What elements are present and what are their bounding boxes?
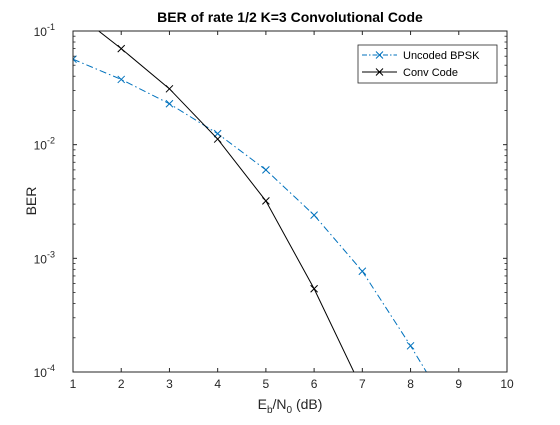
legend-label-conv-code: Conv Code: [403, 67, 458, 79]
legend: Uncoded BPSK Conv Code: [357, 44, 498, 84]
marker-stroke: [70, 7, 77, 14]
y-tick-label--3: 10-3: [34, 249, 55, 266]
marker-stroke: [262, 197, 270, 205]
x-axis-label-sub-b: b: [267, 405, 273, 416]
x-tick-label-2: 2: [118, 377, 125, 391]
y-tick-exponent: -3: [47, 249, 55, 259]
marker-stroke: [73, 58, 77, 64]
y-tick-label--2: 10-2: [34, 136, 55, 153]
x-axis-label-main: E: [258, 396, 267, 412]
data-point-conv-code-3: [165, 84, 174, 93]
marker-stroke: [213, 135, 222, 143]
marker-stroke: [358, 267, 367, 276]
y-axis-label: BER: [23, 187, 39, 216]
data-point-uncoded-bpsk-3: [165, 99, 174, 108]
data-point-uncoded-bpsk-7: [358, 267, 367, 276]
y-tick-base: 10: [34, 139, 48, 153]
x-tick-label-9: 9: [455, 377, 462, 391]
marker-stroke: [262, 166, 270, 174]
marker-stroke: [375, 51, 384, 59]
y-tick-base: 10: [34, 252, 48, 266]
y-tick-exponent: -4: [47, 363, 55, 373]
data-point-uncoded-bpsk-6: [310, 211, 318, 219]
data-point-conv-code-5: [262, 197, 270, 205]
y-tick-label--1: 10-1: [34, 22, 55, 39]
data-point-conv-code-6: [310, 284, 318, 293]
data-point-conv-code-4: [213, 135, 222, 143]
legend-label-uncoded-bpsk: Uncoded BPSK: [403, 50, 480, 62]
marker-stroke: [70, 7, 77, 14]
legend-marker-conv-code: [375, 68, 384, 76]
y-tick-base: 10: [34, 366, 48, 380]
data-curves: [70, 7, 428, 372]
x-tick-label-8: 8: [407, 377, 414, 391]
x-tick-label-5: 5: [263, 377, 270, 391]
x-tick-label-7: 7: [359, 377, 366, 391]
x-tick-label-10: 10: [500, 377, 514, 391]
marker-stroke: [310, 211, 318, 219]
marker-stroke: [375, 68, 384, 76]
marker-stroke: [165, 84, 174, 93]
legend-box: [357, 44, 498, 84]
marker-stroke: [165, 99, 174, 108]
x-axis-label-sub-0: 0: [287, 405, 293, 416]
x-axis-label: Eb/N0 (dB): [258, 396, 323, 416]
y-tick-exponent: -1: [47, 22, 55, 32]
data-point-uncoded-bpsk-1: [73, 55, 77, 64]
data-point-uncoded-bpsk-5: [262, 166, 270, 174]
plot-area: [73, 31, 507, 372]
x-axis-label-unit: (dB): [292, 396, 322, 412]
marker-stroke: [310, 284, 318, 293]
x-axis-label-slash: /N: [273, 396, 287, 412]
marker-stroke: [117, 44, 126, 53]
y-tick-base: 10: [34, 25, 48, 39]
legend-marker-uncoded-bpsk: [375, 51, 384, 59]
y-tick-exponent: -2: [47, 136, 55, 146]
data-point-uncoded-bpsk-2: [117, 75, 126, 84]
x-tick-label-1: 1: [70, 377, 77, 391]
marker-stroke: [73, 55, 77, 60]
chart-title: BER of rate 1/2 K=3 Convolutional Code: [157, 9, 423, 25]
y-tick-label--4: 10-4: [34, 363, 55, 380]
x-tick-label-3: 3: [166, 377, 173, 391]
data-point-conv-code-2: [117, 44, 126, 53]
marker-stroke: [117, 75, 126, 84]
x-tick-label-6: 6: [311, 377, 318, 391]
data-point-conv-code-1: [70, 7, 77, 14]
x-tick-label-4: 4: [214, 377, 221, 391]
data-point-uncoded-bpsk-8: [406, 341, 415, 350]
axes-box: [72, 30, 508, 373]
marker-stroke: [406, 341, 415, 350]
